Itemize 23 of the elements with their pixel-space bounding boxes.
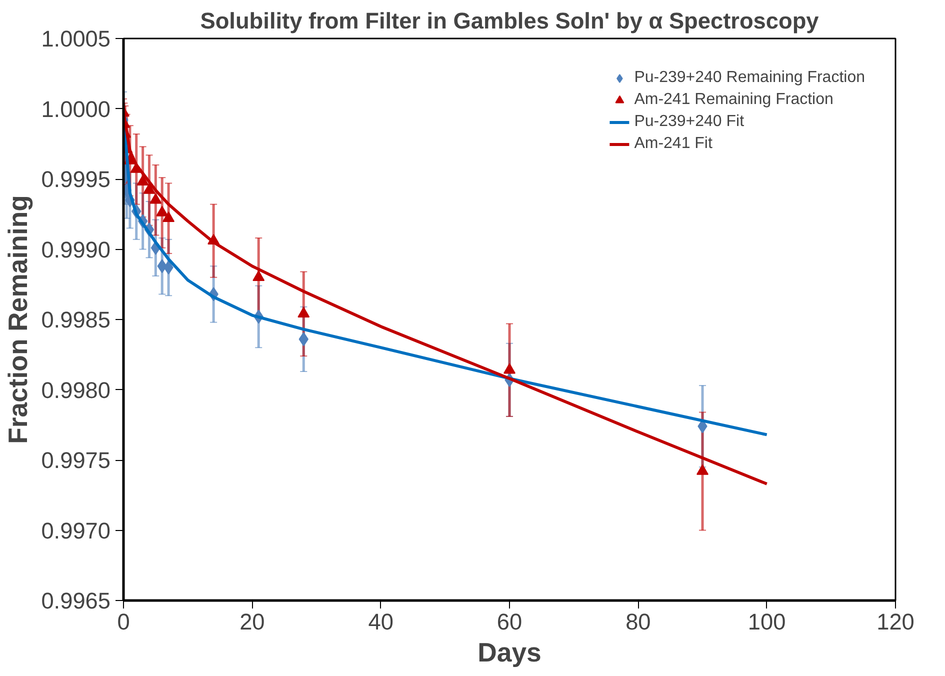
y-axis-title: Fraction Remaining: [3, 195, 34, 444]
y-tick-label: 0.9965: [41, 588, 110, 614]
y-tick-label: 1.0000: [41, 96, 110, 122]
y-tick-label: 0.9990: [41, 236, 110, 262]
x-tick-label: 120: [876, 608, 914, 634]
y-tick-label: 1.0005: [41, 26, 110, 52]
legend-label: Am-241 Remaining Fraction: [634, 91, 834, 109]
legend-label: Am-241 Fit: [634, 135, 712, 153]
y-tick-label: 0.9975: [41, 447, 110, 473]
legend-label: Pu-239+240 Fit: [634, 113, 744, 131]
chart-title: Solubility from Filter in Gambles Soln' by α Spectroscopy: [200, 8, 820, 34]
x-tick-label: 80: [626, 608, 651, 634]
x-tick-label: 40: [368, 608, 394, 634]
x-tick-label: 0: [117, 608, 130, 634]
x-tick-label: 20: [240, 608, 265, 634]
y-tick-label: 0.9995: [41, 166, 110, 192]
y-tick-label: 0.9970: [41, 517, 110, 544]
x-tick-label: 60: [496, 608, 522, 634]
x-axis-title: Days: [478, 638, 542, 668]
y-tick-label: 0.9985: [41, 306, 110, 332]
y-tick-label: 0.9980: [41, 376, 110, 403]
legend-label: Pu-239+240 Remaining Fraction: [634, 69, 865, 87]
x-tick-label: 100: [748, 608, 786, 634]
